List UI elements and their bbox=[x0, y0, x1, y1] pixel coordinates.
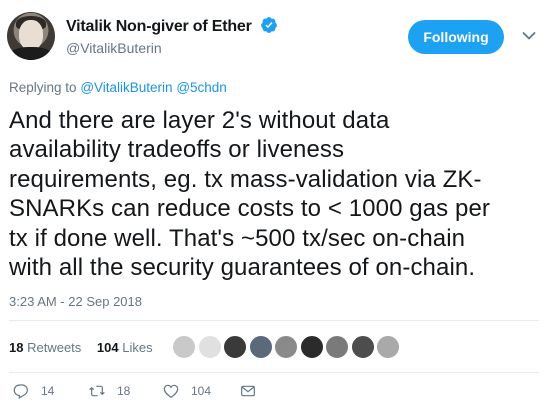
heart-icon bbox=[163, 384, 179, 399]
divider bbox=[9, 372, 539, 373]
chevron-down-icon[interactable] bbox=[522, 31, 536, 41]
reply-count: 14 bbox=[41, 384, 55, 398]
reply-context: Replying to @VitalikButerin @5chdn bbox=[9, 80, 227, 95]
retweet-icon bbox=[89, 385, 105, 397]
verified-badge-icon bbox=[261, 17, 277, 33]
tweet-text-line: availability tradeoffs or liveness bbox=[9, 136, 345, 164]
tweet-timestamp[interactable]: 3:23 AM - 22 Sep 2018 bbox=[9, 294, 142, 309]
tweet-text-line: SNARKs can reduce costs to < 1000 gas pe… bbox=[9, 195, 491, 223]
reply-mention-link[interactable]: @VitalikButerin bbox=[80, 80, 173, 95]
liker-avatar[interactable] bbox=[350, 335, 375, 359]
liker-avatar[interactable] bbox=[248, 335, 273, 359]
tweet-stats: 18 Retweets 104 Likes bbox=[9, 340, 153, 355]
tweet-text-line: with all the security guarantees of on-c… bbox=[9, 254, 476, 282]
tweet-text-line: tx if done well. That's ~500 tx/sec on-c… bbox=[9, 224, 466, 252]
following-button[interactable]: Following bbox=[408, 20, 504, 54]
author-avatar[interactable] bbox=[7, 12, 55, 60]
author-display-name[interactable]: Vitalik Non-giver of Ether bbox=[66, 18, 252, 35]
retweets-stat[interactable]: 18 Retweets bbox=[9, 340, 85, 355]
tweet-text-line: requirements, eg. tx mass-validation via… bbox=[9, 165, 482, 193]
like-action[interactable]: 104 bbox=[163, 381, 211, 401]
liker-avatar[interactable] bbox=[197, 335, 222, 359]
envelope-icon bbox=[241, 385, 255, 397]
liker-avatar[interactable] bbox=[223, 335, 247, 359]
liker-avatar[interactable] bbox=[325, 335, 349, 359]
author-handle[interactable]: @VitalikButerin bbox=[66, 40, 162, 56]
likes-count: 104 bbox=[96, 340, 119, 355]
tweet-text: And there are layer 2's without data ava… bbox=[9, 106, 543, 282]
retweets-label: Retweets bbox=[27, 340, 82, 355]
direct-message-action[interactable] bbox=[240, 381, 256, 401]
author-info: Vitalik Non-giver of Ether @VitalikButer… bbox=[66, 16, 278, 56]
retweets-count: 18 bbox=[9, 340, 24, 355]
likes-stat[interactable]: 104 Likes bbox=[97, 340, 153, 355]
likes-label: Likes bbox=[122, 340, 153, 355]
liker-avatar[interactable] bbox=[299, 335, 324, 359]
liker-avatar[interactable] bbox=[376, 335, 400, 359]
avatar-face bbox=[19, 20, 43, 50]
divider bbox=[9, 320, 539, 321]
liker-avatar[interactable] bbox=[274, 335, 298, 359]
reply-mention-link[interactable]: @5chdn bbox=[176, 80, 227, 95]
tweet-text-line: And there are layer 2's without data bbox=[9, 107, 390, 134]
retweet-count: 18 bbox=[117, 384, 131, 398]
reply-context-prefix: Replying to bbox=[9, 80, 77, 95]
retweet-action[interactable]: 18 bbox=[89, 381, 130, 401]
reply-icon bbox=[13, 384, 28, 399]
avatar-body bbox=[9, 47, 53, 60]
like-count: 104 bbox=[191, 384, 212, 398]
liker-avatar[interactable] bbox=[172, 335, 196, 359]
reply-action[interactable]: 14 bbox=[13, 381, 54, 401]
